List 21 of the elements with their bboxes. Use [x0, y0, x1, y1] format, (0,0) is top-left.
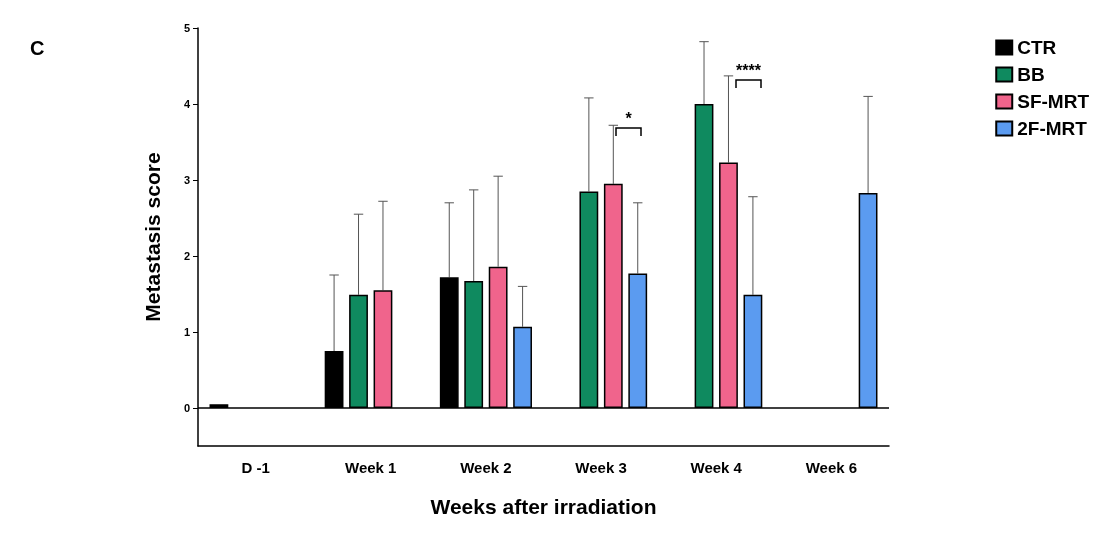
x-tick-label: Week 1 [345, 459, 397, 476]
legend-label: BB [1017, 64, 1045, 85]
x-tick-label: Week 2 [460, 459, 512, 476]
x-tick-label: Week 3 [575, 459, 627, 476]
legend-label: CTR [1017, 37, 1057, 58]
y-tick-label: 4 [183, 98, 191, 110]
text: C [30, 37, 45, 59]
annotation: * [625, 109, 633, 127]
legend-label: 2F-MRT [1017, 118, 1088, 139]
x-axis-title: Weeks after irradiation [430, 495, 657, 518]
y-tick-label: 3 [183, 174, 190, 186]
x-tick-label: Week 6 [805, 459, 858, 476]
x-tick-label: D -1 [241, 459, 270, 476]
y-tick-label: 2 [183, 250, 190, 262]
x-tick-label: Week 4 [690, 459, 743, 476]
y-tick-label: 0 [183, 402, 190, 414]
legend-label: SF-MRT [1017, 91, 1090, 112]
y-tick-label: 5 [183, 22, 190, 34]
annotation: **** [736, 61, 762, 79]
y-tick-label: 1 [183, 326, 190, 338]
y-axis-title: Metastasis score [141, 152, 164, 322]
